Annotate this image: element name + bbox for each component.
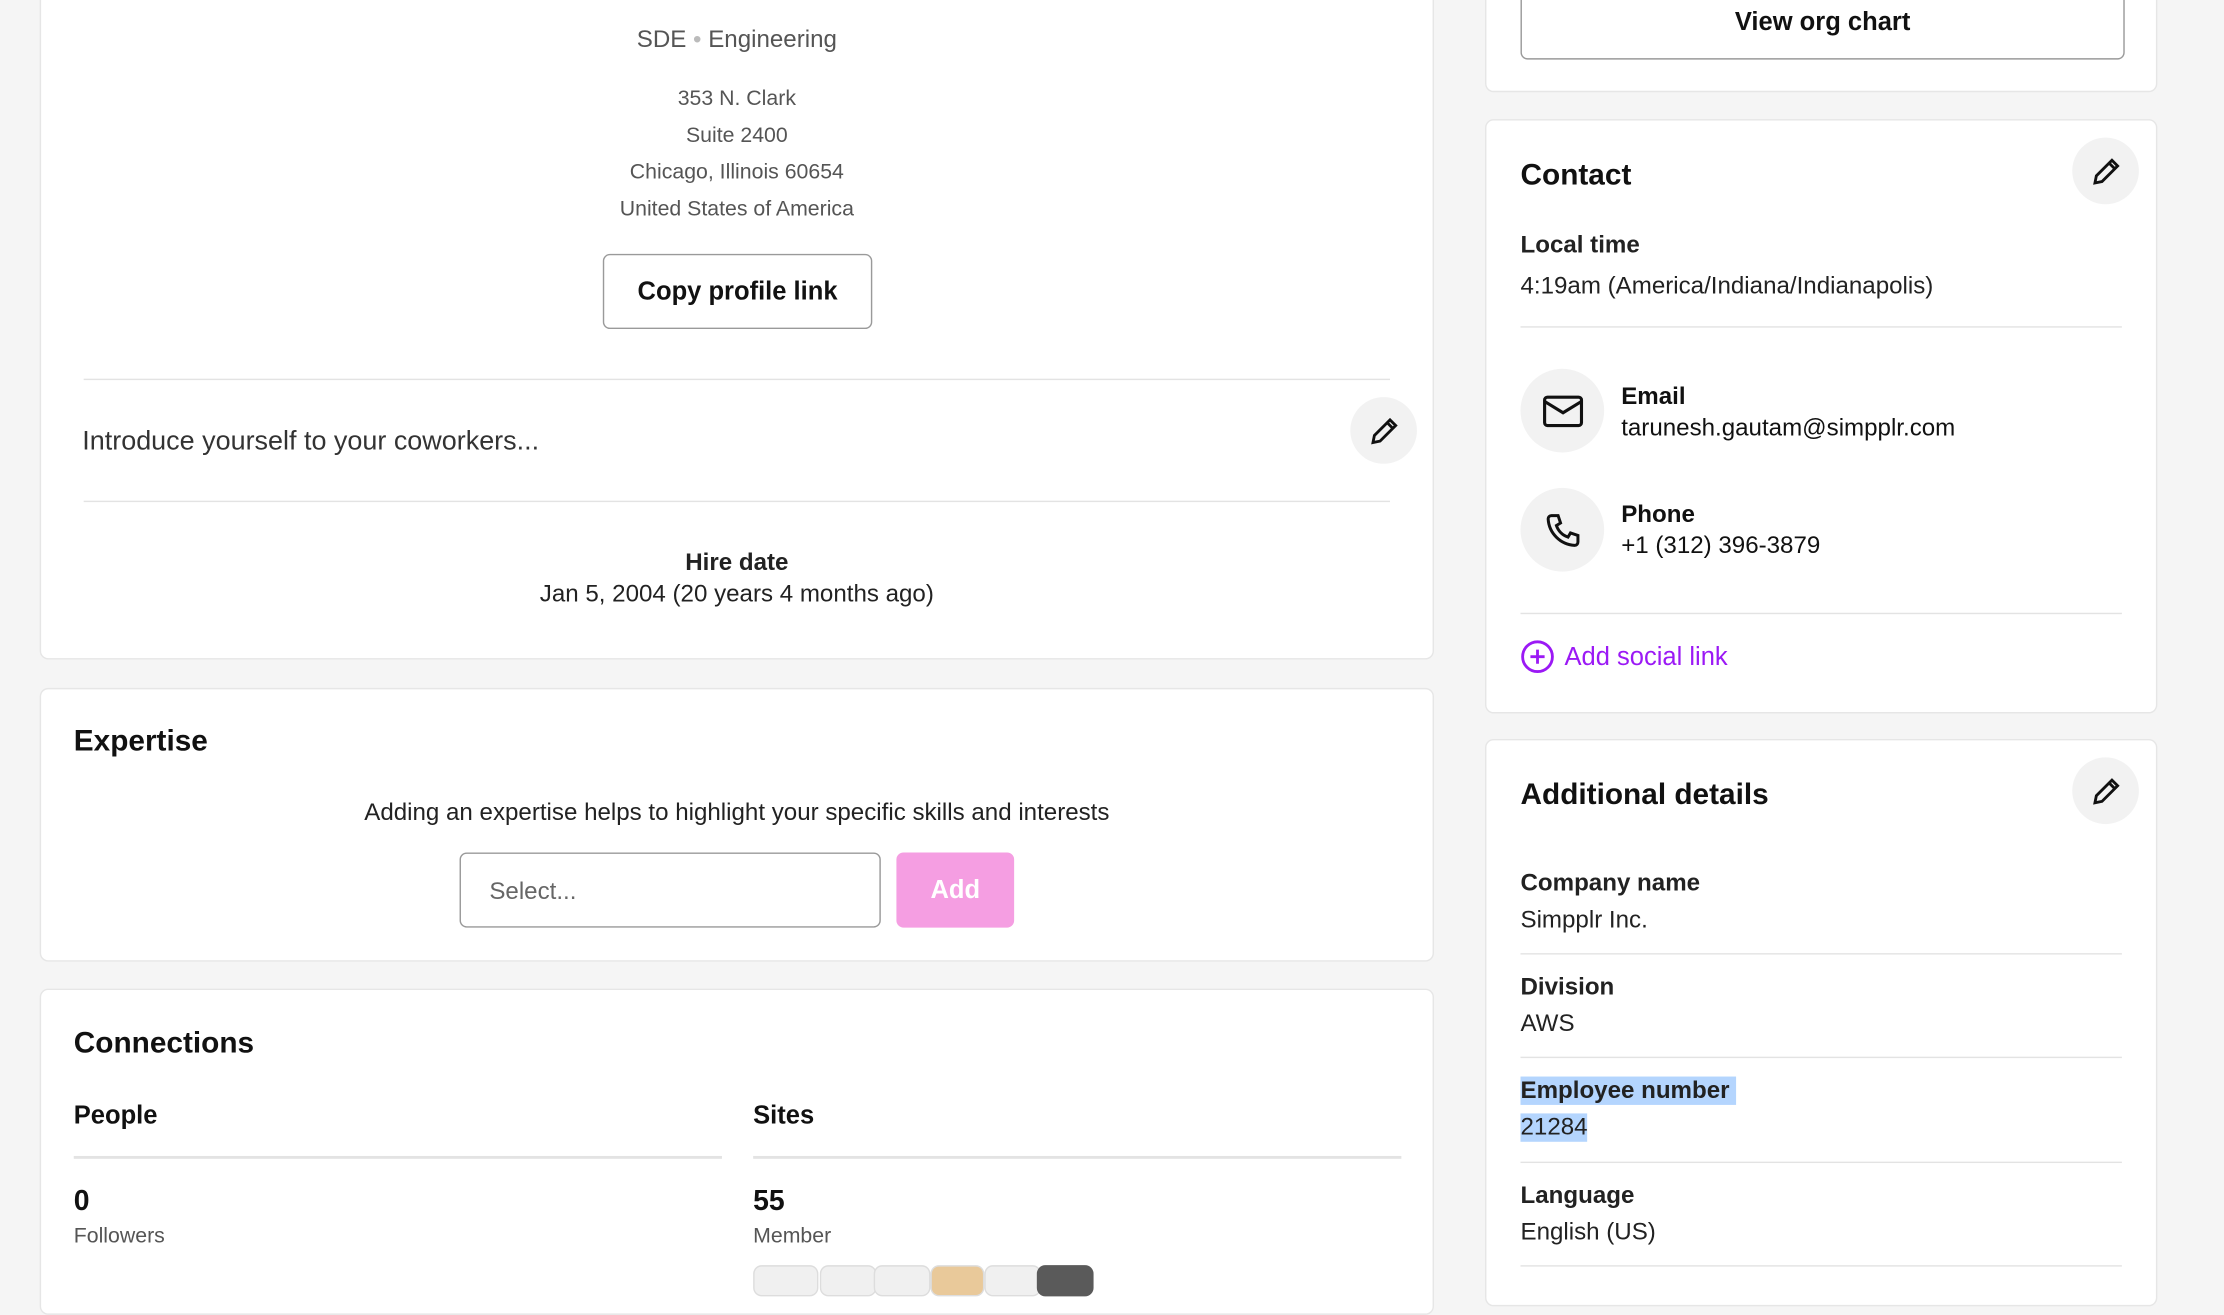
contact-title: Contact [1520, 158, 1632, 192]
connections-card: Connections People 0 Followers Sites 55 … [39, 988, 1434, 1315]
field-value: English (US) [1520, 1218, 1656, 1246]
phone-icon [1545, 513, 1579, 547]
site-thumbnail[interactable] [984, 1265, 1042, 1297]
divider [753, 1155, 1402, 1159]
hire-date-value: Jan 5, 2004 (20 years 4 months ago) [539, 580, 934, 608]
email-label: Email [1621, 382, 1686, 410]
followers-count[interactable]: 0 [73, 1185, 90, 1217]
email-value[interactable]: tarunesh.gautam@simpplr.com [1621, 414, 1956, 442]
followers-label: Followers [73, 1224, 165, 1249]
add-expertise-button[interactable]: Add [896, 852, 1015, 928]
site-thumbnail[interactable] [1036, 1265, 1094, 1297]
address-line: Chicago, Illinois 60654 [629, 160, 844, 185]
expertise-select[interactable]: Select... [459, 852, 881, 928]
divider [1520, 1056, 2122, 1059]
hire-date-label: Hire date [685, 548, 789, 576]
edit-contact-button[interactable] [2072, 137, 2139, 205]
site-thumbnail[interactable] [873, 1265, 931, 1297]
edit-intro-button[interactable] [1350, 397, 1417, 464]
site-thumbnail[interactable] [753, 1265, 819, 1297]
pencil-icon [2092, 157, 2119, 185]
member-label: Member [753, 1224, 832, 1249]
envelope-icon [1542, 394, 1583, 427]
org-card: View org chart [1485, 0, 2158, 93]
divider [1520, 1265, 2122, 1267]
field-value: AWS [1520, 1009, 1575, 1037]
pencil-icon [2092, 777, 2119, 804]
divider [1520, 326, 2122, 328]
job-title: SDE • Engineering [636, 25, 837, 53]
expertise-title: Expertise [73, 724, 208, 758]
email-icon-circle [1520, 368, 1605, 453]
phone-label: Phone [1621, 500, 1695, 528]
add-social-link-label[interactable]: Add social link [1564, 641, 1728, 671]
field-label: Employee number [1520, 1076, 1737, 1105]
connections-title: Connections [73, 1026, 255, 1060]
sites-count[interactable]: 55 [753, 1185, 785, 1217]
sites-tab[interactable]: Sites [753, 1100, 815, 1130]
address: 353 N. Clark Suite 2400 Chicago, Illinoi… [41, 81, 1432, 229]
divider [83, 378, 1391, 381]
pencil-icon [1370, 417, 1397, 444]
divider [83, 500, 1391, 503]
phone-value[interactable]: +1 (312) 396-3879 [1621, 531, 1821, 559]
people-tab[interactable]: People [73, 1100, 158, 1130]
add-social-link[interactable]: Add social link [1520, 640, 1728, 674]
site-thumbnail[interactable] [819, 1265, 877, 1297]
contact-card: Contact Local time 4:19am (America/India… [1485, 119, 2158, 714]
view-org-chart-button[interactable]: View org chart [1520, 0, 2125, 60]
field-value: Simpplr Inc. [1520, 906, 1648, 934]
divider [73, 1155, 722, 1159]
phone-icon-circle [1520, 487, 1605, 572]
field-label: Language [1520, 1181, 1635, 1209]
field-label: Company name [1520, 869, 1701, 897]
address-line: United States of America [619, 197, 854, 222]
divider [1520, 1161, 2122, 1164]
address-line: 353 N. Clark [677, 86, 796, 111]
additional-details-title: Additional details [1520, 778, 1769, 812]
divider [1520, 953, 2122, 955]
intro-text[interactable]: Introduce yourself to your coworkers... [82, 426, 540, 457]
expertise-hint: Adding an expertise helps to highlight y… [364, 798, 1110, 826]
local-time-label: Local time [1520, 231, 1640, 259]
expertise-card: Expertise Adding an expertise helps to h… [39, 687, 1434, 962]
field-value: 21284 [1520, 1113, 1588, 1142]
address-line: Suite 2400 [685, 123, 788, 148]
copy-profile-link-button[interactable]: Copy profile link [602, 253, 873, 330]
additional-details-card: Additional details Company name Simpplr … [1485, 738, 2158, 1307]
profile-card: SDE • Engineering 353 N. Clark Suite 240… [39, 0, 1434, 660]
local-time-value: 4:19am (America/Indiana/Indianapolis) [1520, 272, 1934, 300]
divider [1520, 612, 2122, 615]
field-label: Division [1520, 973, 1615, 1000]
plus-circle-icon [1521, 640, 1554, 674]
edit-details-button[interactable] [2072, 757, 2139, 825]
site-thumbnail[interactable] [930, 1265, 985, 1297]
